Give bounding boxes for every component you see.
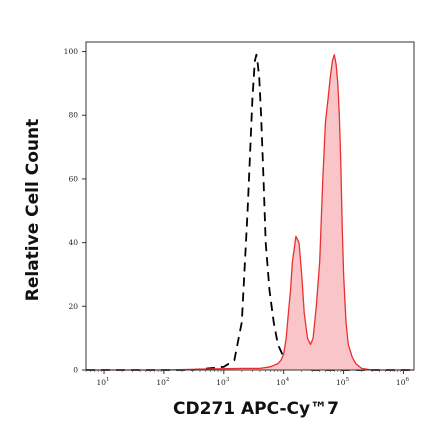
plot-frame (85, 41, 415, 371)
y-tick-label: 100 (64, 47, 79, 56)
x-tick-label: 104 (276, 377, 290, 387)
y-tick-label: 20 (68, 302, 78, 311)
y-tick-label: 40 (68, 238, 78, 247)
x-tick-label: 106 (396, 377, 410, 387)
y-tick-label: 60 (68, 174, 78, 183)
y-tick-label: 0 (73, 366, 78, 375)
series-fill-1 (86, 54, 414, 370)
series-line-1 (86, 54, 414, 371)
x-tick-label: 101 (97, 377, 110, 387)
x-tick-label: 102 (156, 377, 169, 387)
x-axis-label: CD271 APC-Cy™7 (173, 399, 339, 419)
series-line-0 (86, 53, 414, 371)
y-axis-label: Relative Cell Count (23, 119, 43, 301)
series-layer (86, 53, 414, 371)
x-axis: 101 102 103 104 105 106 (85, 370, 410, 387)
x-tick-label: 103 (216, 377, 230, 387)
y-axis: 0 20 40 60 80 100 (64, 47, 86, 375)
x-tick-label: 105 (336, 377, 350, 387)
y-tick-label: 80 (68, 111, 78, 120)
